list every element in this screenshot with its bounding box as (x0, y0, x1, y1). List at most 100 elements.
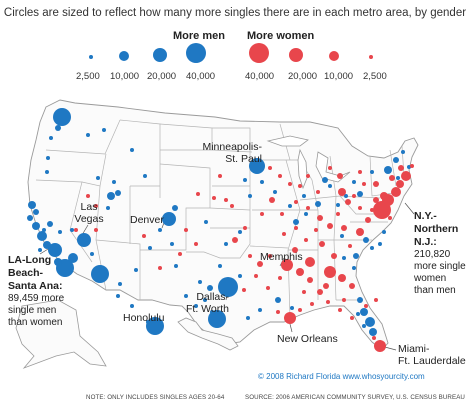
source-note: SOURCE: 2006 AMERICAN COMMUNITY SURVEY, … (245, 394, 466, 401)
metro-circle-men-58 (116, 294, 120, 298)
legend-value-women-10000: 10,000 (324, 71, 354, 82)
metro-circle-men-80 (342, 256, 346, 260)
metro-circle-women-134 (391, 187, 401, 197)
metro-circle-men-2 (49, 136, 53, 140)
metro-circle-men-93 (302, 194, 306, 198)
metro-circle-women-103 (305, 257, 315, 267)
metro-circle-men-67 (293, 219, 299, 225)
metro-circle-women-140 (370, 208, 374, 212)
metro-circle-women-143 (358, 170, 362, 174)
metro-circle-women-98 (281, 259, 293, 271)
metro-circle-men-57 (130, 304, 134, 308)
metro-circle-women-155 (294, 200, 298, 204)
label-minneapolis-line2: St. Paul (225, 153, 262, 165)
label-memphis: Memphis (260, 251, 303, 263)
great-lakes-michigan (297, 148, 308, 190)
metro-circle-men-15 (91, 265, 109, 283)
metro-circle-men-63 (322, 177, 328, 183)
metro-circle-women-172 (372, 336, 376, 340)
metro-circle-men-83 (357, 297, 363, 303)
label-miami: Miami- Ft. Lauderdale (398, 343, 466, 367)
metro-circle-women-126 (345, 199, 351, 205)
label-dallas-line2: Ft. Worth (186, 303, 229, 315)
callout-la-name-1: LA-Long (8, 254, 52, 266)
metro-circle-men-41 (243, 178, 247, 182)
metro-circle-women-166 (298, 308, 302, 312)
metro-circle-women-161 (254, 274, 258, 278)
metro-circle-women-124 (365, 217, 371, 223)
metro-circles (27, 108, 414, 352)
metro-circle-men-50 (203, 298, 207, 302)
metro-circle-women-184 (94, 204, 98, 208)
metro-circle-men-92 (340, 234, 344, 238)
metro-circle-women-181 (178, 252, 182, 256)
metro-circle-women-170 (350, 316, 354, 320)
callout-la-text-3: than women (8, 317, 63, 328)
metro-circle-men-40 (249, 158, 265, 174)
legend-value-women-40000: 40,000 (245, 71, 275, 82)
metro-circle-women-147 (306, 174, 310, 178)
metro-circle-women-130 (373, 181, 379, 187)
metro-circle-men-69 (344, 194, 348, 198)
metro-circle-women-157 (243, 226, 247, 230)
metro-circle-women-138 (389, 175, 395, 181)
metro-circle-men-42 (260, 180, 264, 184)
metro-circle-men-14 (54, 258, 62, 266)
legend-circle-women-0 (249, 43, 269, 63)
metro-circle-men-46 (207, 285, 213, 291)
chart-title: Circles are sized to reflect how many mo… (3, 7, 467, 19)
metro-circle-men-27 (96, 176, 100, 180)
metro-circle-women-102 (282, 232, 286, 236)
metro-circle-women-133 (382, 194, 394, 206)
metro-circle-women-148 (298, 184, 302, 188)
metro-circle-men-45 (218, 277, 238, 297)
metro-circle-women-156 (306, 206, 310, 210)
metro-circle-men-6 (33, 209, 39, 215)
metro-circle-women-141 (388, 216, 392, 220)
metro-circle-women-187 (74, 228, 78, 232)
metro-circle-women-153 (260, 212, 264, 216)
label-miami-line2: Ft. Lauderdale (398, 355, 466, 367)
metro-circle-women-177 (230, 204, 234, 208)
metro-circle-men-59 (290, 306, 294, 310)
metro-circle-men-32 (162, 212, 176, 226)
metro-circle-men-73 (384, 166, 392, 174)
metro-circle-men-75 (401, 150, 405, 154)
metro-circle-women-152 (269, 197, 275, 203)
metro-circle-men-84 (360, 308, 368, 316)
metro-circle-men-94 (288, 204, 292, 208)
metro-circle-women-136 (401, 171, 411, 181)
metro-circle-women-188 (224, 198, 228, 202)
metro-circle-women-104 (296, 268, 304, 276)
metro-circle-women-113 (331, 253, 337, 259)
metro-circle-men-53 (194, 304, 198, 308)
metro-circle-men-13 (68, 253, 78, 263)
metro-circle-women-129 (362, 182, 366, 186)
metro-circle-men-90 (382, 230, 386, 234)
legend-value-women-2500: 2,500 (363, 71, 387, 82)
metro-circle-women-168 (326, 300, 330, 304)
metro-circle-men-85 (365, 317, 375, 327)
metro-circle-men-23 (107, 192, 115, 200)
metro-circle-women-173 (364, 304, 368, 308)
callout-la-name-3: Santa Ana: (8, 280, 63, 292)
metro-circle-men-47 (198, 280, 202, 284)
metro-circle-women-114 (319, 241, 325, 247)
metro-circle-women-122 (348, 244, 352, 248)
metro-circle-women-178 (196, 192, 200, 196)
metro-circle-women-180 (194, 242, 198, 246)
metro-circle-men-43 (248, 194, 252, 198)
label-dallas-line1: Dallas- (196, 291, 229, 303)
metro-circle-women-146 (316, 190, 320, 194)
metro-circle-men-96 (224, 242, 228, 246)
metro-circle-men-81 (363, 237, 369, 243)
callout-ny-text-1: 210,820 (414, 249, 451, 260)
legend-circle-men-3 (186, 43, 206, 63)
credit-line: © 2008 Richard Florida www.whosyourcity.… (258, 372, 425, 381)
metro-circle-men-97 (204, 220, 208, 224)
metro-circle-women-139 (373, 197, 379, 203)
label-las-vegas-line1: Las (80, 201, 98, 213)
callout-ny-name-2: Northern (414, 223, 459, 235)
